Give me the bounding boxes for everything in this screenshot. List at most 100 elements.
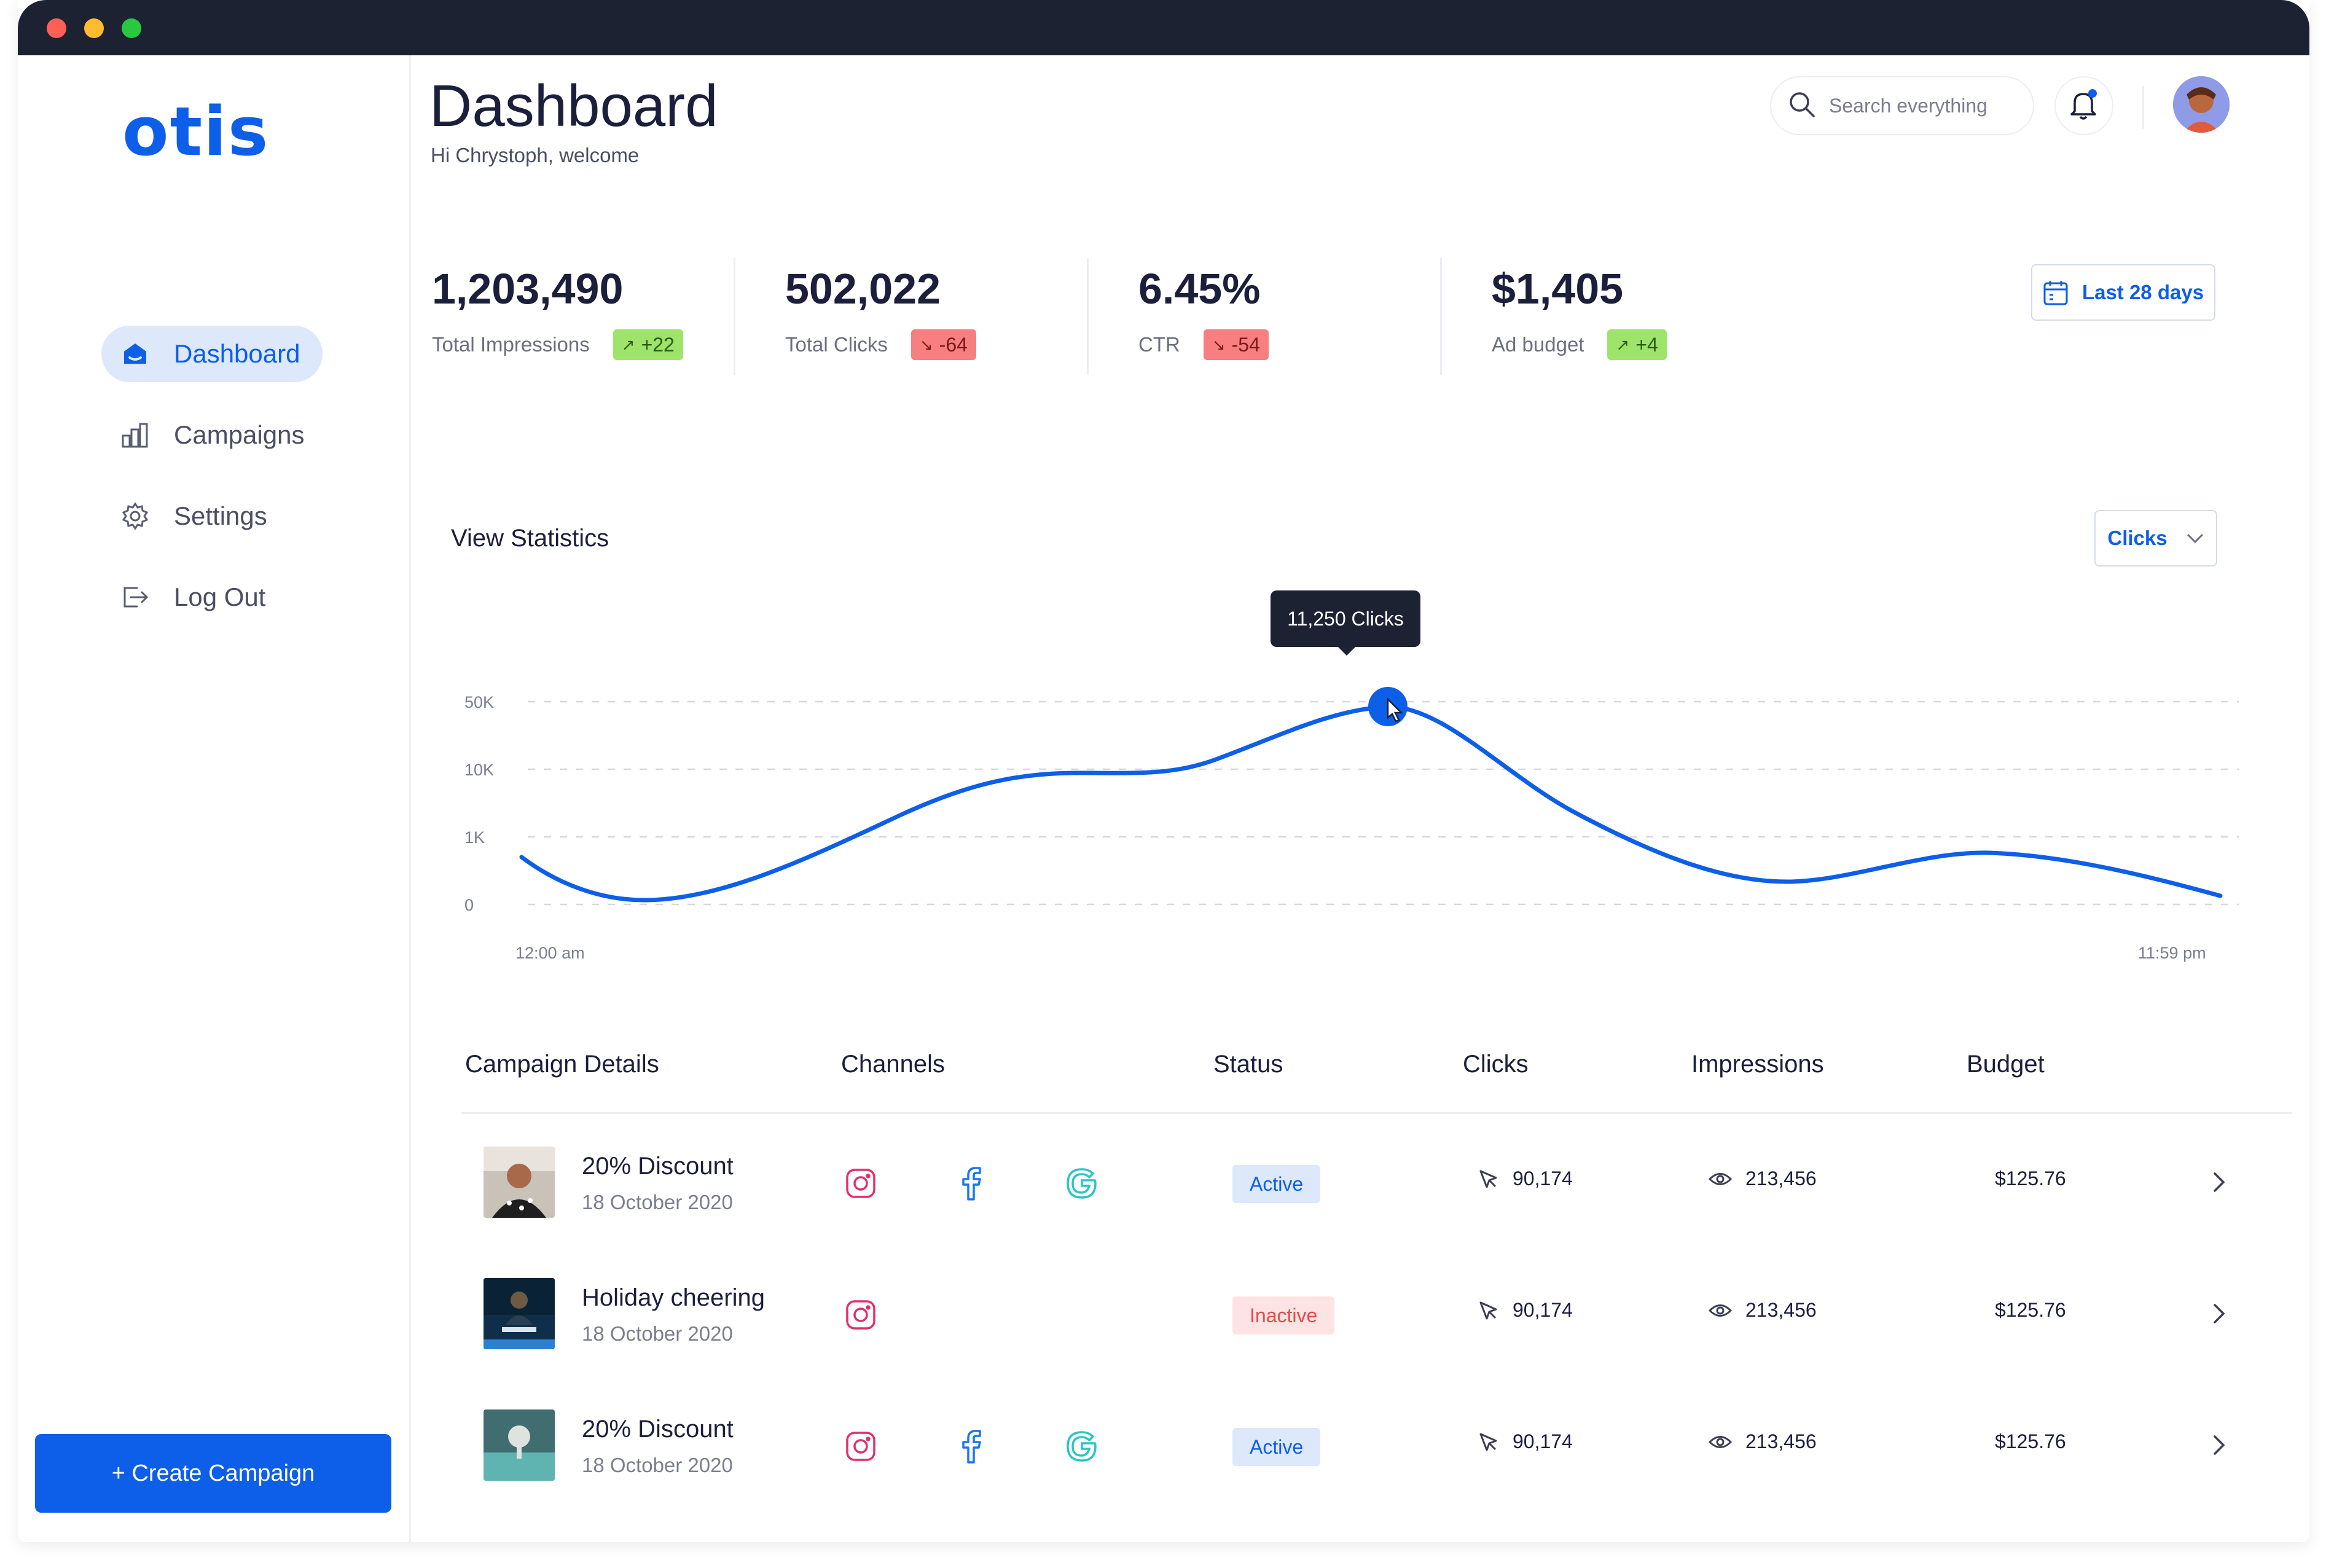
campaign-title[interactable]: 20% Discount — [582, 1416, 734, 1443]
status-badge: Active — [1232, 1165, 1321, 1203]
sidebar: otis Dashboard Campaigns Settings — [18, 55, 411, 1542]
stat-value: $1,405 — [1492, 265, 1624, 313]
metric-dropdown[interactable]: Clicks — [2094, 510, 2217, 566]
sidebar-item-label: Log Out — [174, 582, 266, 611]
clicks-count: 90,174 — [1513, 1167, 1573, 1190]
y-tick-label: 0 — [464, 896, 474, 914]
instagram-icon[interactable] — [842, 1296, 879, 1333]
notifications-button[interactable] — [2054, 76, 2113, 135]
cursor-icon — [1387, 697, 1404, 723]
y-tick-label: 1K — [464, 828, 485, 847]
gear-icon — [120, 501, 151, 531]
instagram-icon[interactable] — [842, 1165, 879, 1202]
app-window: otis Dashboard Campaigns Settings — [18, 0, 2309, 1542]
minimize-window-button[interactable] — [84, 18, 104, 38]
budget-value: $125.76 — [1995, 1430, 2066, 1452]
bar-chart-icon — [120, 420, 151, 450]
search-icon — [1788, 91, 1815, 121]
create-campaign-button[interactable]: + Create Campaign — [35, 1434, 391, 1513]
impressions-value: 213,456 — [1709, 1299, 1817, 1322]
close-window-button[interactable] — [47, 18, 66, 38]
trend-badge: ↘ -54 — [1203, 329, 1269, 360]
y-tick-label: 10K — [464, 761, 494, 779]
status-badge: Inactive — [1232, 1296, 1335, 1335]
budget-value: $125.76 — [1995, 1299, 2066, 1321]
eye-icon — [1709, 1304, 1732, 1317]
stat-total-impressions: 1,203,490 Total Impressions ↗ +22 — [432, 264, 683, 360]
bell-icon — [2069, 88, 2099, 124]
clicks-value: 90,174 — [1478, 1299, 1573, 1322]
maximize-window-button[interactable] — [122, 18, 141, 38]
chevron-right-icon[interactable] — [2206, 1170, 2231, 1194]
x-axis-start-label: 12:00 am — [515, 944, 585, 962]
campaign-thumbnail — [484, 1409, 555, 1481]
clicks-value: 90,174 — [1478, 1167, 1573, 1190]
table-row[interactable]: Holiday cheering 18 October 2020 Inactiv… — [461, 1253, 2292, 1376]
y-tick-label: 50K — [464, 693, 494, 711]
table-row[interactable]: 20% Discount 18 October 2020 Active 90,1… — [461, 1122, 2292, 1245]
sidebar-item-label: Campaigns — [174, 420, 305, 449]
stat-ad-budget: $1,405 Ad budget ↗ +4 — [1492, 264, 1667, 360]
budget-value: $125.76 — [1995, 1167, 2066, 1190]
instagram-icon[interactable] — [842, 1428, 879, 1465]
trend-delta: +22 — [641, 333, 675, 356]
column-header-channels[interactable]: Channels — [841, 1051, 946, 1078]
table-row[interactable]: 20% Discount 18 October 2020 Active 90,1… — [461, 1385, 2292, 1508]
impressions-count: 213,456 — [1745, 1299, 1817, 1321]
sidebar-nav: Dashboard Campaigns Settings Log Out — [101, 326, 335, 650]
column-header-impressions[interactable]: Impressions — [1691, 1051, 1824, 1078]
welcome-subtitle: Hi Chrystoph, welcome — [431, 144, 640, 167]
trend-badge: ↘ -64 — [910, 329, 976, 360]
stat-value: 502,022 — [785, 265, 941, 313]
campaign-date: 18 October 2020 — [582, 1322, 733, 1345]
facebook-icon[interactable] — [953, 1428, 990, 1465]
stat-value: 6.45% — [1138, 265, 1261, 313]
impressions-value: 213,456 — [1709, 1167, 1817, 1190]
column-header-clicks[interactable]: Clicks — [1463, 1051, 1529, 1078]
campaign-title[interactable]: Holiday cheering — [582, 1284, 765, 1311]
clicks-line — [519, 704, 2223, 903]
sidebar-item-logout[interactable]: Log Out — [101, 569, 335, 625]
column-header-status[interactable]: Status — [1213, 1051, 1283, 1078]
stat-label: Total Impressions — [432, 333, 590, 356]
trend-delta: -64 — [939, 333, 968, 356]
search-input[interactable] — [1829, 94, 2013, 117]
column-header-budget[interactable]: Budget — [1967, 1051, 2045, 1078]
clicks-value: 90,174 — [1478, 1430, 1573, 1453]
stat-divider — [734, 258, 735, 375]
cursor-click-icon — [1479, 1433, 1497, 1451]
cursor-click-icon — [1479, 1170, 1497, 1188]
sidebar-item-dashboard[interactable]: Dashboard — [101, 326, 323, 382]
calendar-icon — [2043, 279, 2069, 306]
stat-total-clicks: 502,022 Total Clicks ↘ -64 — [785, 264, 976, 360]
stat-label: Total Clicks — [785, 333, 888, 356]
impressions-count: 213,456 — [1745, 1167, 1817, 1190]
sidebar-item-campaigns[interactable]: Campaigns — [101, 407, 335, 463]
trend-down-icon: ↘ — [1212, 335, 1226, 354]
statistics-chart: 50K 10K 1K 0 — [464, 687, 2239, 914]
stat-label: CTR — [1138, 333, 1180, 356]
campaign-title[interactable]: 20% Discount — [582, 1153, 734, 1180]
app-logo[interactable]: otis — [122, 92, 270, 171]
trend-delta: -54 — [1231, 333, 1260, 356]
date-range-button[interactable]: Last 28 days — [2031, 264, 2215, 321]
trend-badge: ↗ +4 — [1607, 329, 1667, 360]
chevron-right-icon[interactable] — [2206, 1433, 2231, 1457]
search-box[interactable] — [1770, 76, 2034, 135]
campaign-thumbnail — [484, 1278, 555, 1349]
chevron-down-icon — [2187, 533, 2203, 544]
chevron-right-icon[interactable] — [2206, 1301, 2231, 1326]
impressions-count: 213,456 — [1745, 1430, 1817, 1452]
sidebar-item-settings[interactable]: Settings — [101, 488, 335, 544]
facebook-icon[interactable] — [953, 1165, 990, 1202]
metric-dropdown-value: Clicks — [2107, 527, 2167, 549]
user-avatar[interactable] — [2173, 76, 2230, 133]
column-header-campaign[interactable]: Campaign Details — [465, 1051, 659, 1078]
google-icon[interactable] — [1063, 1165, 1100, 1202]
trend-up-icon: ↗ — [1616, 335, 1630, 354]
eye-icon — [1709, 1172, 1732, 1185]
google-icon[interactable] — [1063, 1428, 1100, 1465]
impressions-value: 213,456 — [1709, 1430, 1817, 1453]
date-range-label: Last 28 days — [2081, 281, 2204, 304]
chart-title: View Statistics — [451, 525, 609, 552]
